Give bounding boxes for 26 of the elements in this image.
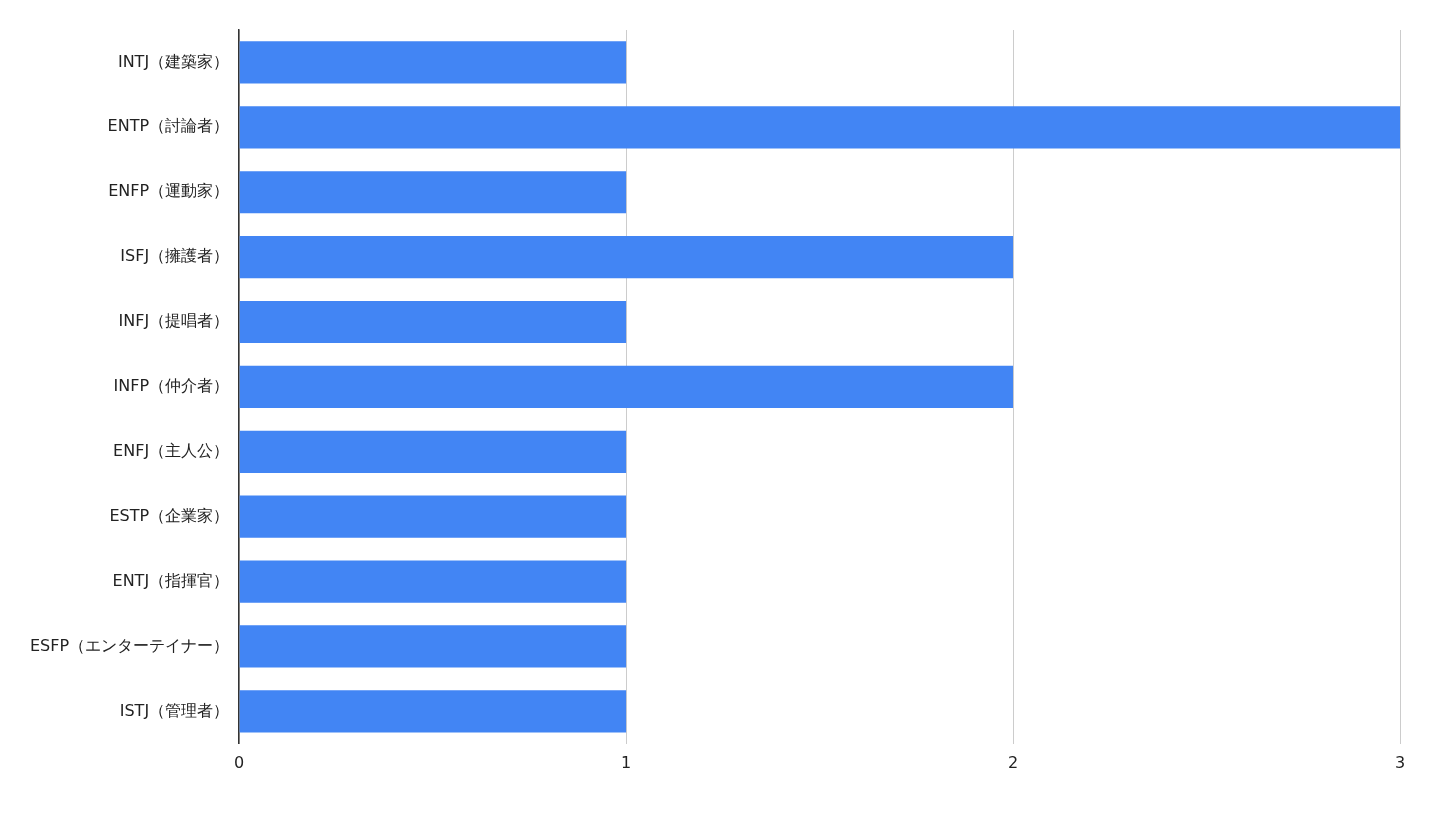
bar [239, 300, 627, 344]
x-tick-label: 2 [1007, 752, 1019, 772]
y-tick-label: INFJ（提唱者） [118, 311, 230, 331]
x-tick-label: 3 [1394, 752, 1406, 772]
bar [239, 41, 627, 84]
bar [239, 625, 627, 668]
y-tick-label: INTJ（建築家） [117, 51, 230, 71]
bar [239, 495, 627, 538]
bar [239, 430, 627, 473]
x-tick-label: 1 [620, 752, 632, 772]
y-tick-label: ESFP（エンターテイナー） [29, 635, 230, 655]
bar [239, 236, 1014, 279]
y-tick-label: ENFJ（主人公） [113, 440, 230, 460]
y-tick-label: ISTJ（管理者） [119, 700, 230, 720]
y-tick-label: INFP（仲介者） [113, 376, 230, 396]
bar [239, 106, 1400, 149]
bar [239, 560, 627, 603]
y-tick-label: ENTJ（指揮官） [112, 570, 230, 590]
bar [239, 171, 627, 214]
bar [239, 690, 627, 733]
y-tick-label: ESTP（企業家） [109, 505, 230, 525]
x-tick-label: 0 [234, 752, 245, 772]
y-tick-label: ENFP（運動家） [108, 181, 230, 201]
bar [239, 365, 1014, 408]
y-tick-label: ISFJ（擁護者） [120, 246, 230, 266]
y-tick-label: ENTP（討論者） [107, 116, 230, 136]
